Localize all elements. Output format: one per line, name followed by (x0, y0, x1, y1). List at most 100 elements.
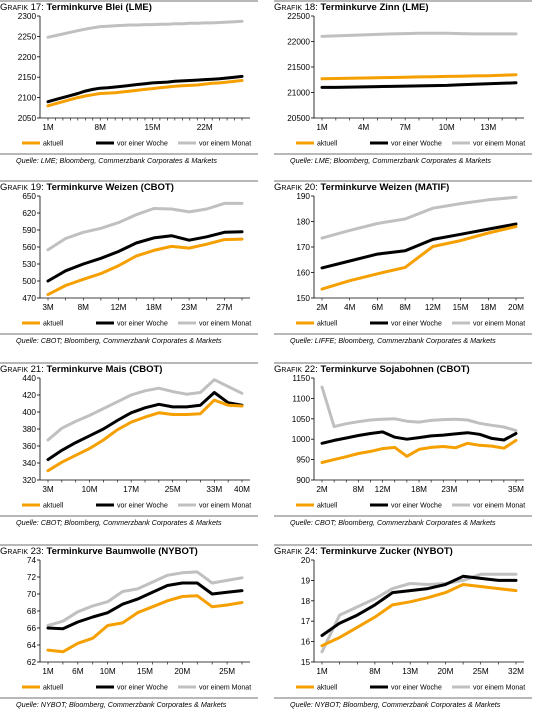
series-line-vor-einer-woche (320, 574, 518, 637)
x-tick-label: 25M (473, 667, 489, 676)
y-tick-label: 320 (22, 476, 36, 485)
x-tick-label: 6M (372, 303, 384, 312)
y-tick-label: 150 (296, 294, 310, 303)
x-tick-label: 35M (508, 485, 524, 494)
series-line-vor-einem-monat (46, 19, 244, 39)
chart-number: Grafik 23: (0, 546, 44, 557)
bottom-rule (0, 333, 258, 335)
legend-label: vor einer Woche (117, 685, 168, 692)
legend-label: vor einem Monat (199, 503, 251, 510)
series-line-vor-einer-woche (46, 230, 244, 283)
x-tick-label: 23M (441, 485, 457, 494)
chart-title: Grafik 24: Terminkurve Zucker (NYBOT) (274, 546, 453, 557)
x-tick-label: 13M (402, 667, 418, 676)
y-tick-label: 1000 (292, 435, 311, 444)
line-chart: 20500 21000 21500 22000 22500 1M 4M 7M 10M 13M akt… (287, 12, 525, 148)
bottom-rule (274, 153, 532, 155)
series-line-aktuell (46, 79, 244, 108)
legend-label: aktuell (317, 685, 338, 692)
chart-panel-24: Grafik 24: Terminkurve Zucker (NYBOT) 15 1… (274, 544, 532, 722)
x-tick-label: 40M (234, 485, 250, 494)
y-tick-label: 1100 (292, 394, 310, 403)
x-tick-label: 10M (82, 485, 98, 494)
legend-label: vor einem Monat (473, 321, 525, 328)
y-tick-label: 400 (22, 408, 36, 417)
chart-number: Grafik 20: (274, 182, 318, 193)
legend-label: aktuell (43, 685, 64, 692)
chart-panel-17: Grafik 17: Terminkurve Blei (LME) 2050 210… (0, 0, 258, 178)
series-line-vor-einem-monat (320, 572, 518, 654)
chart-number: Grafik 17: (0, 2, 44, 13)
x-tick-label: 20M (174, 667, 190, 676)
x-tick-label: 32M (508, 667, 524, 676)
legend-label: vor einer Woche (391, 685, 442, 692)
y-tick-label: 68 (27, 607, 37, 616)
y-tick-label: 160 (296, 269, 310, 278)
series-line-vor-einer-woche (46, 581, 244, 631)
x-tick-label: 23M (181, 303, 197, 312)
x-tick-label: 2M (316, 485, 328, 494)
x-tick-label: 15M (144, 123, 160, 132)
legend-label: aktuell (317, 321, 338, 328)
x-tick-label: 33M (206, 485, 222, 494)
y-tick-label: 18 (301, 597, 311, 606)
y-tick-label: 380 (22, 425, 36, 434)
chart-title-text: Terminkurve Mais (CBOT) (46, 364, 163, 375)
x-tick-label: 8M (95, 123, 107, 132)
chart-panel-18: Grafik 18: Terminkurve Zinn (LME) 20500 21… (274, 0, 532, 178)
chart-source: Quelle: CBOT; Bloomberg, Commerzbank Cor… (16, 336, 222, 345)
y-tick-label: 440 (22, 374, 36, 383)
x-tick-label: 3M (42, 303, 54, 312)
y-tick-label: 19 (301, 576, 311, 585)
top-rule (0, 0, 258, 2)
chart-source: Quelle: NYBOT; Bloomberg, Commerzbank Co… (16, 700, 227, 709)
series-line-aktuell (320, 438, 518, 464)
y-tick-label: 17 (301, 617, 311, 626)
y-tick-label: 72 (27, 573, 37, 582)
legend-label: aktuell (43, 141, 64, 148)
chart-title-text: Terminkurve Blei (LME) (46, 2, 152, 13)
chart-number: Grafik 22: (274, 364, 318, 375)
y-tick-label: 1150 (292, 374, 310, 383)
chart-source: Quelle: CBOT; Bloomberg, Commerzbank Cor… (290, 518, 496, 527)
y-tick-label: 650 (22, 192, 36, 201)
chart-title-text: Terminkurve Baumwolle (NYBOT) (46, 546, 198, 557)
legend-label: vor einer Woche (117, 321, 168, 328)
series-line-aktuell (320, 583, 518, 648)
legend-label: vor einem Monat (473, 141, 525, 148)
chart-panel-22: Grafik 22: Terminkurve Sojabohnen (CBOT)… (274, 362, 532, 540)
y-tick-label: 66 (27, 624, 37, 633)
x-tick-label: 7M (399, 123, 411, 132)
y-tick-label: 170 (296, 243, 310, 252)
y-tick-label: 950 (296, 456, 310, 465)
chart-title-text: Terminkurve Zucker (NYBOT) (320, 546, 453, 557)
series-line-vor-einem-monat (46, 378, 244, 442)
chart-title: Grafik 19: Terminkurve Weizen (CBOT) (0, 182, 174, 193)
series-line-aktuell (46, 398, 244, 473)
legend-label: vor einer Woche (391, 503, 442, 510)
series-line-vor-einem-monat (320, 31, 518, 38)
top-rule (274, 544, 532, 546)
series-line-vor-einer-woche (320, 81, 518, 89)
bottom-rule (274, 515, 532, 517)
y-tick-label: 20500 (287, 114, 310, 123)
chart-panel-23: Grafik 23: Terminkurve Baumwolle (NYBOT)… (0, 544, 258, 722)
chart-title-text: Terminkurve Sojabohnen (CBOT) (320, 364, 470, 375)
chart-source: Quelle: CBOT; Bloomberg, Commerzbank Cor… (16, 518, 222, 527)
y-tick-label: 22500 (287, 12, 310, 21)
chart-title-text: Terminkurve Weizen (CBOT) (46, 182, 174, 193)
y-tick-label: 2300 (18, 12, 37, 21)
line-chart: 320 340 360 380 400 420 440 3M 10M 17M 25M 33M 40M ak… (22, 374, 251, 510)
y-tick-label: 2200 (18, 53, 37, 62)
chart-number: Grafik 18: (274, 2, 318, 13)
line-chart: 62 64 66 68 70 72 74 1M 6M 10M 15M 20M 25M aktuell vor… (22, 556, 251, 692)
legend-label: aktuell (317, 503, 338, 510)
chart-title: Grafik 23: Terminkurve Baumwolle (NYBOT) (0, 546, 198, 557)
series-line-vor-einem-monat (320, 195, 518, 240)
x-tick-label: 18M (146, 303, 162, 312)
chart-title: Grafik 18: Terminkurve Zinn (LME) (274, 2, 429, 13)
series-line-vor-einer-woche (320, 222, 518, 270)
series-line-vor-einer-woche (46, 391, 244, 462)
legend-label: aktuell (43, 503, 64, 510)
y-tick-label: 21500 (287, 63, 310, 72)
